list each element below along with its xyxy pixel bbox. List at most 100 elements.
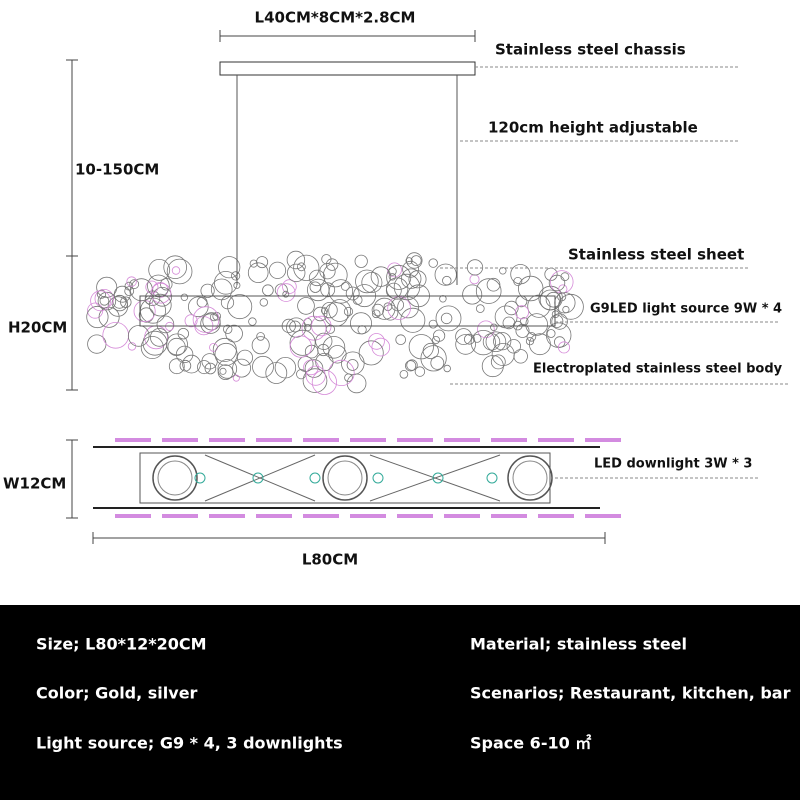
bubble	[546, 329, 556, 338]
bubble	[204, 362, 217, 375]
bubble	[373, 297, 396, 320]
bubble	[328, 279, 354, 304]
callout: 120cm height adjustable	[488, 119, 698, 137]
bubble	[218, 256, 241, 279]
bubble	[309, 281, 322, 293]
lamp	[432, 472, 444, 484]
bubble	[138, 307, 154, 323]
callout: Stainless steel sheet	[568, 246, 744, 264]
bubble	[557, 292, 567, 302]
bubble-cluster	[86, 250, 584, 395]
bubble	[296, 369, 307, 380]
petal	[585, 514, 621, 518]
bubble	[249, 259, 258, 268]
bubble	[343, 306, 354, 317]
bubble	[386, 277, 409, 300]
bubble	[399, 369, 409, 379]
spec-item: Scenarios; Restaurant, kitchen, bar	[470, 684, 791, 703]
bubble	[149, 293, 172, 317]
bubble	[490, 323, 498, 331]
spec-item: Space 6-10 ㎡	[470, 734, 591, 753]
bubble	[432, 329, 446, 342]
bubble	[322, 262, 348, 288]
bubble	[308, 269, 326, 287]
bubble	[96, 289, 107, 299]
bubble	[430, 355, 445, 370]
bubble	[526, 331, 537, 342]
bubble	[525, 313, 548, 336]
bubble	[443, 364, 451, 373]
bubble	[504, 300, 519, 316]
bubble	[86, 305, 109, 329]
downlight	[327, 460, 363, 496]
bubble	[470, 329, 496, 356]
bubble	[395, 334, 407, 346]
bubble	[286, 250, 306, 270]
bubble	[328, 299, 352, 322]
petal	[491, 514, 527, 518]
bubble	[371, 309, 381, 319]
bubble	[124, 286, 135, 297]
bubble	[382, 304, 399, 321]
bubble	[321, 301, 338, 319]
bubble	[98, 306, 120, 328]
bubble	[232, 374, 240, 382]
body-top	[139, 452, 551, 504]
bubble	[94, 288, 114, 309]
petal	[350, 514, 386, 518]
bubble	[340, 281, 350, 291]
bubble	[252, 355, 274, 378]
bubble	[346, 359, 359, 371]
bubble	[551, 310, 560, 319]
bubble	[344, 373, 353, 383]
bubble	[558, 284, 568, 294]
petal	[350, 438, 386, 442]
downlight	[322, 455, 368, 501]
bubble	[262, 284, 274, 297]
downlight	[507, 455, 553, 501]
bubble	[274, 357, 297, 379]
bubble	[219, 367, 227, 375]
bubble	[304, 359, 324, 378]
bubble	[346, 373, 367, 394]
bubble	[325, 258, 339, 271]
downlight	[512, 460, 548, 496]
dimension-label: L40CM*8CM*2.8CM	[255, 9, 416, 27]
bubble	[406, 359, 418, 371]
bubble	[197, 360, 212, 375]
spec-item: Material; stainless steel	[470, 635, 687, 654]
lamp	[486, 472, 498, 484]
petal	[538, 514, 574, 518]
petal	[115, 514, 151, 518]
bubble	[371, 303, 385, 317]
bubble	[222, 324, 233, 335]
lamp	[194, 472, 206, 484]
spec-item: Light source; G9 * 4, 3 downlights	[36, 734, 343, 753]
bubble	[192, 306, 220, 333]
bubble	[469, 274, 480, 285]
bubble	[527, 294, 551, 318]
bubble	[371, 337, 391, 357]
petal	[444, 438, 480, 442]
bubble	[431, 335, 440, 344]
bubble	[126, 276, 137, 287]
petal	[115, 438, 151, 442]
bubble	[485, 331, 507, 353]
bubble	[386, 264, 412, 290]
bubble	[548, 274, 566, 292]
bubble	[282, 290, 290, 298]
bubble	[140, 335, 164, 359]
bubble	[510, 264, 531, 285]
bubble	[171, 266, 181, 275]
bubble	[231, 271, 241, 281]
bubble	[217, 364, 234, 381]
callout: Electroplated stainless steel body	[533, 362, 783, 377]
bubble	[156, 315, 175, 334]
bubble	[400, 307, 426, 333]
lamp	[309, 472, 321, 484]
bubble	[107, 296, 129, 317]
bubble	[200, 313, 221, 334]
bubble	[397, 296, 420, 319]
callout: G9LED light source 9W * 4	[590, 302, 782, 317]
bubble	[486, 277, 501, 292]
